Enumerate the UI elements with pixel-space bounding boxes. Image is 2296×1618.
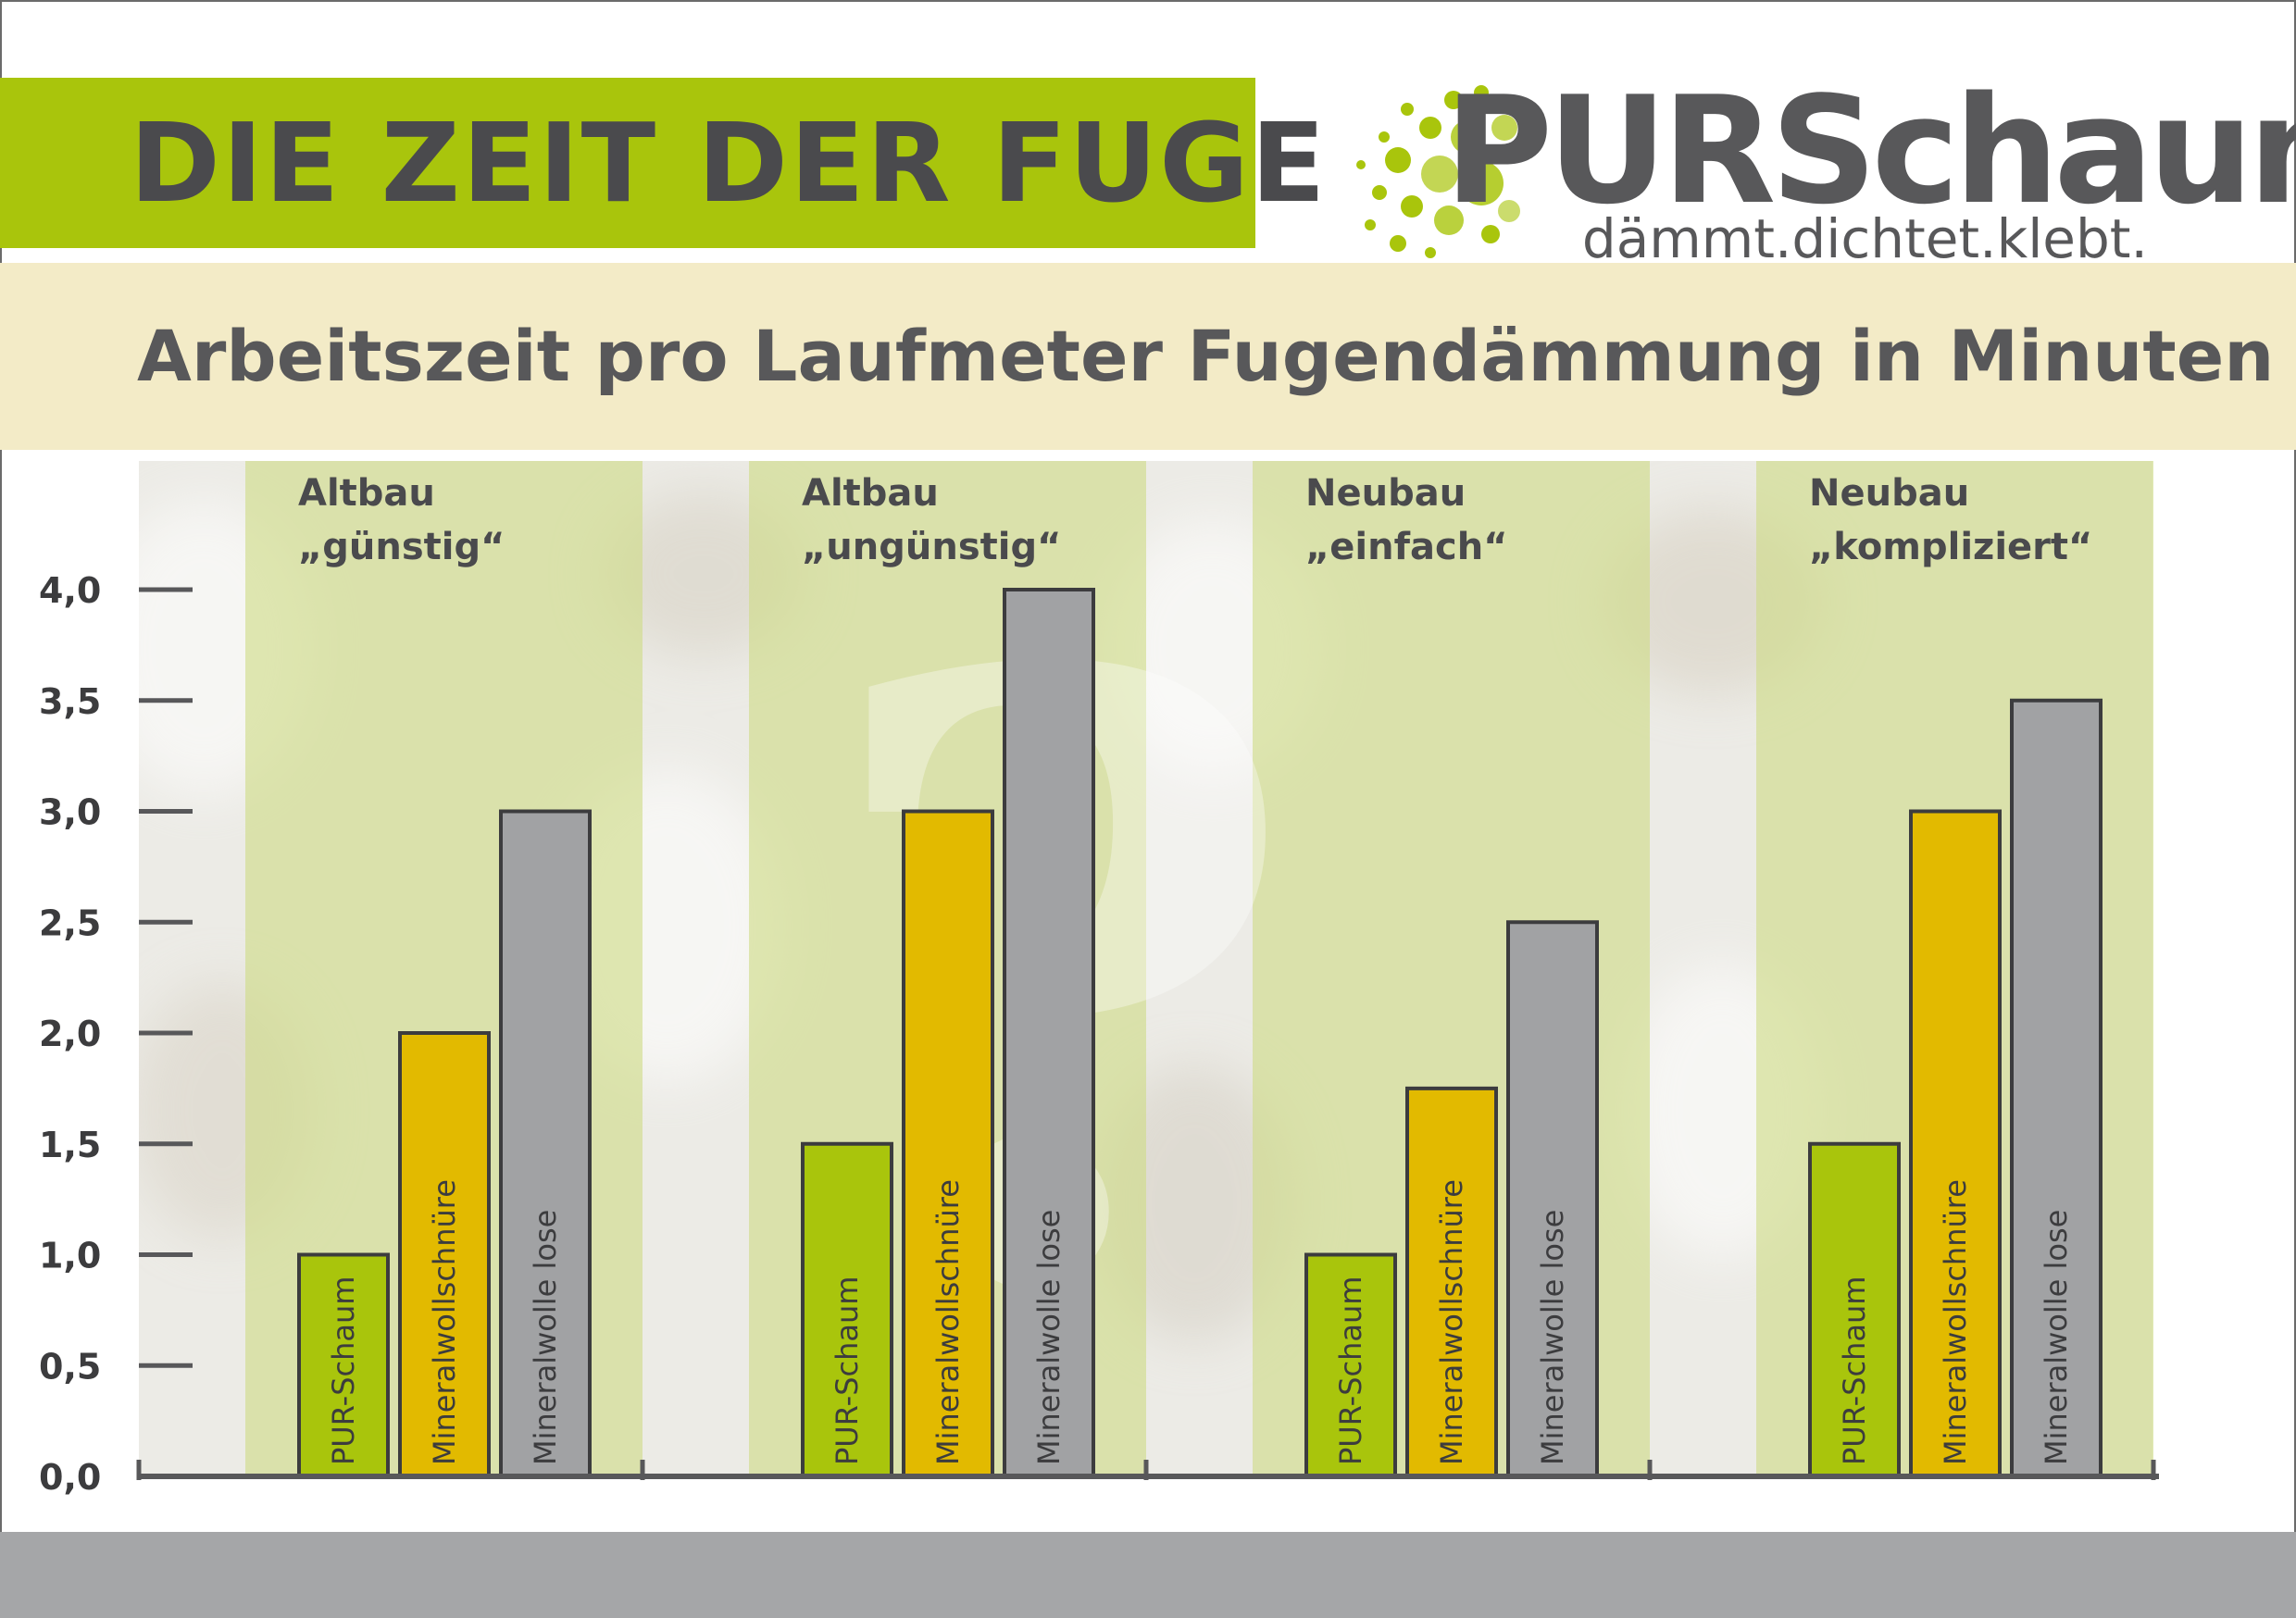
bar-label: Mineralwollschnüre — [930, 1179, 966, 1465]
y-tick-label: 3,5 — [39, 681, 101, 722]
group-label: „ungünstig“ — [802, 526, 1061, 568]
bar-label: PUR-Schaum — [830, 1276, 865, 1465]
logo-wordmark: PURSchaum — [1444, 63, 2296, 239]
bar — [1405, 1086, 1498, 1478]
bar — [801, 1141, 893, 1478]
logo-schaum: Schaum — [1770, 64, 2296, 237]
axes: 0,0 0,5 1,0 1,5 2,0 2,5 3,0 3,5 4,0 — [39, 570, 2159, 1498]
y-tick-label: 0,5 — [39, 1346, 101, 1387]
y-tick-label: 2,0 — [39, 1014, 101, 1054]
bar-label: Mineralwollschnüre — [1434, 1179, 1469, 1465]
bar — [1808, 1141, 1901, 1478]
bar-label: Mineralwolle lose — [1031, 1210, 1067, 1465]
bar-label: PUR-Schaum — [1333, 1276, 1368, 1465]
group-label: Neubau — [1305, 472, 1466, 515]
y-tick-label: 1,0 — [39, 1236, 101, 1276]
subtitle-band — [0, 263, 2296, 450]
bar — [2010, 698, 2103, 1478]
bar-label: Mineralwollschnüre — [427, 1179, 462, 1465]
title-band — [0, 78, 1255, 248]
y-tick-label: 3,0 — [39, 792, 101, 833]
bar-label: Mineralwolle lose — [2039, 1210, 2074, 1465]
bar-label: PUR-Schaum — [326, 1276, 361, 1465]
y-tick-label: 1,5 — [39, 1125, 101, 1165]
group-label: „kompliziert“ — [1809, 526, 2092, 568]
group-label: „günstig“ — [298, 526, 505, 568]
page-title: DIE ZEIT DER FUGE — [130, 99, 1328, 227]
bar-label: Mineralwolle lose — [1535, 1210, 1570, 1465]
logo-tagline: dämmt.dichtet.klebt. — [1581, 207, 2148, 270]
y-tick-label: 2,5 — [39, 902, 101, 943]
logo-dots-icon — [1356, 85, 1520, 258]
purschaum-logo: PURSchaum dämmt.dichtet.klebt. — [1342, 64, 2296, 276]
chart-title: Arbeitszeit pro Laufmeter Fugendämmung i… — [137, 315, 2275, 397]
group-label: Altbau — [298, 472, 435, 515]
y-tick-label: 0,0 — [39, 1457, 101, 1498]
y-tick-label: 4,0 — [39, 570, 101, 611]
group-labels: Altbau „günstig“ Altbau „ungünstig“ Neubau „e… — [298, 472, 2092, 568]
group-label: Neubau — [1809, 472, 1969, 515]
bar-label: Mineralwollschnüre — [1938, 1179, 1973, 1465]
logo-pur: PUR — [1444, 64, 1776, 237]
group-label: Altbau — [802, 472, 939, 515]
bar-chart: ? Altbau„günstig“Altbau„ungünstig“Neubau… — [39, 461, 2159, 1498]
bar-label: Mineralwolle lose — [528, 1210, 563, 1465]
group-label: „einfach“ — [1305, 526, 1507, 568]
bar-label: PUR-Schaum — [1837, 1276, 1872, 1465]
bar — [1003, 588, 1095, 1478]
bottom-band — [0, 1532, 2296, 1618]
